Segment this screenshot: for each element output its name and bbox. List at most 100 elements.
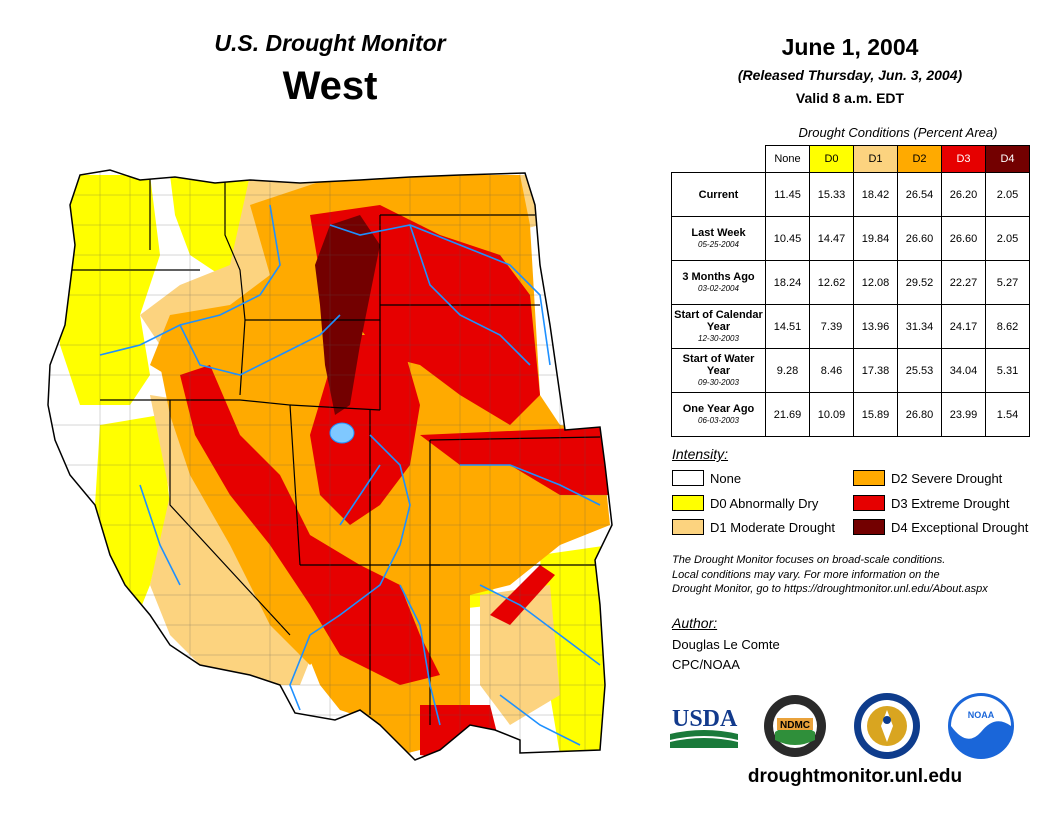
legend-label-none: None xyxy=(710,471,742,486)
column-header-d0: D0 xyxy=(809,145,854,173)
row-label-text: Last Week xyxy=(691,226,746,239)
table-cell: 24.17 xyxy=(941,304,986,349)
legend-label-d4: D4 Exceptional Drought xyxy=(891,520,1029,535)
noaa-logo: NOAA xyxy=(948,693,1014,759)
table-cell: 1.54 xyxy=(985,392,1030,437)
table-cell: 18.24 xyxy=(765,260,810,305)
table-cell: 12.08 xyxy=(853,260,898,305)
note-line-2: Local conditions may vary. For more info… xyxy=(672,568,940,581)
row-label-date: 05-25-2004 xyxy=(698,239,739,249)
header-blank-cell xyxy=(672,146,766,173)
row-label: One Year Ago 06-03-2003 xyxy=(671,392,766,437)
legend-swatch-d2 xyxy=(853,470,885,486)
table-cell: 10.45 xyxy=(765,216,810,261)
noaa-logo-text: NOAA xyxy=(968,710,995,720)
table-header-row: None D0 D1 D2 D3 D4 xyxy=(672,145,1030,173)
region-title: West xyxy=(282,64,378,108)
table-cell: 26.80 xyxy=(897,392,942,437)
table-cell: 11.45 xyxy=(765,172,810,217)
table-row: Start of Calendar Year 12-30-2003 14.51 7.3… xyxy=(671,304,1030,349)
table-cell: 7.39 xyxy=(809,304,854,349)
release-date: (Released Thursday, Jun. 3, 2004) xyxy=(737,67,963,83)
great-salt-lake xyxy=(329,422,355,444)
table-cell: 2.05 xyxy=(985,172,1030,217)
table-cell: 25.53 xyxy=(897,348,942,393)
row-label: Last Week 05-25-2004 xyxy=(671,216,766,261)
author-name: Douglas Le Comte xyxy=(672,637,780,652)
row-label-date: 03-02-2004 xyxy=(698,283,739,293)
table-cell: 26.20 xyxy=(941,172,986,217)
table-cell: 15.89 xyxy=(853,392,898,437)
author-heading: Author: xyxy=(672,615,718,631)
row-label: Start of Calendar Year 12-30-2003 xyxy=(671,304,766,349)
table-cell: 26.60 xyxy=(897,216,942,261)
row-label-date: 09-30-2003 xyxy=(698,377,739,387)
table-cell: 18.42 xyxy=(853,172,898,217)
region-outline xyxy=(47,169,613,761)
table-row: Last Week 05-25-2004 10.45 14.47 19.84 26.60 2… xyxy=(671,216,1030,261)
d0-plains-east xyxy=(540,545,612,755)
legend-swatch-d0 xyxy=(672,495,704,511)
row-label-text: Current xyxy=(698,188,739,201)
ndmc-logo: NDMC xyxy=(764,695,826,757)
table-cell: 22.27 xyxy=(941,260,986,305)
d0-pacific-nw xyxy=(60,175,160,405)
site-url[interactable]: droughtmonitor.unl.edu xyxy=(747,766,963,787)
valid-time: Valid 8 a.m. EDT xyxy=(795,90,905,106)
state-boundaries xyxy=(60,175,601,725)
rivers xyxy=(99,204,601,746)
table-cell: 23.99 xyxy=(941,392,986,437)
table-cell: 2.05 xyxy=(985,216,1030,261)
row-label-text: Start of Water Year xyxy=(682,352,755,377)
column-header-d1: D1 xyxy=(853,145,898,173)
row-label: Start of Water Year 09-30-2003 xyxy=(671,348,766,393)
table-cell: 8.46 xyxy=(809,348,854,393)
legend-label-d3: D3 Extreme Drought xyxy=(891,496,1010,511)
table-cell: 29.52 xyxy=(897,260,942,305)
legend-label-d1: D1 Moderate Drought xyxy=(710,520,836,535)
row-label-text: One Year Ago xyxy=(682,402,755,415)
county-lines xyxy=(48,170,612,760)
drought-conditions-table: None D0 D1 D2 D3 D4 Current 11.45 15.33 18.… xyxy=(671,145,1030,437)
usda-logo-text: USDA xyxy=(672,706,738,732)
table-row: Current 11.45 15.33 18.42 26.54 26.20 2.05 xyxy=(671,172,1030,217)
d3-nevada-arizona xyxy=(180,365,440,685)
legend-title: Intensity: xyxy=(672,446,729,462)
note-line-1: The Drought Monitor focuses on broad-sca… xyxy=(672,554,946,566)
table-cell: 17.38 xyxy=(853,348,898,393)
ndmc-logo-text: NDMC xyxy=(780,720,810,731)
table-cell: 31.34 xyxy=(897,304,942,349)
table-cell: 19.84 xyxy=(853,216,898,261)
row-label-text: 3 Months Ago xyxy=(682,270,755,283)
legend-label-d0: D0 Abnormally Dry xyxy=(710,496,819,511)
d4-idaho-wyoming xyxy=(315,215,380,415)
row-label-date: 12-30-2003 xyxy=(698,333,739,343)
table-cell: 5.31 xyxy=(985,348,1030,393)
legend-label-d2: D2 Severe Drought xyxy=(891,471,1003,486)
table-row: 3 Months Ago 03-02-2004 18.24 12.62 12.08 29.… xyxy=(671,260,1030,305)
table-cell: 5.27 xyxy=(985,260,1030,305)
row-label-text: Start of Calendar Year xyxy=(674,308,763,333)
table-cell: 9.28 xyxy=(765,348,810,393)
disclaimer-note: The Drought Monitor focuses on broad-sca… xyxy=(672,553,1042,597)
table-cell: 14.51 xyxy=(765,304,810,349)
d3-kansas xyxy=(420,427,610,495)
note-line-3: Drought Monitor, go to https://droughtmo… xyxy=(672,583,988,595)
table-row: One Year Ago 06-03-2003 21.69 10.09 15.89 26.… xyxy=(671,392,1030,437)
legend-swatch-d3 xyxy=(853,495,885,511)
commerce-seal-icon xyxy=(854,693,920,759)
author-organization: CPC/NOAA xyxy=(672,657,740,672)
table-caption: Drought Conditions (Percent Area) xyxy=(798,125,998,140)
table-cell: 14.47 xyxy=(809,216,854,261)
column-header-d2: D2 xyxy=(897,145,942,173)
map-date: June 1, 2004 xyxy=(781,34,919,60)
column-header-none: None xyxy=(765,145,810,173)
legend-swatch-d4 xyxy=(853,519,885,535)
table-cell: 8.62 xyxy=(985,304,1030,349)
drought-map xyxy=(47,169,613,761)
table-cell: 21.69 xyxy=(765,392,810,437)
row-label-date: 06-03-2003 xyxy=(698,415,739,425)
column-header-d3: D3 xyxy=(941,145,986,173)
table-cell: 26.60 xyxy=(941,216,986,261)
row-label: 3 Months Ago 03-02-2004 xyxy=(671,260,766,305)
